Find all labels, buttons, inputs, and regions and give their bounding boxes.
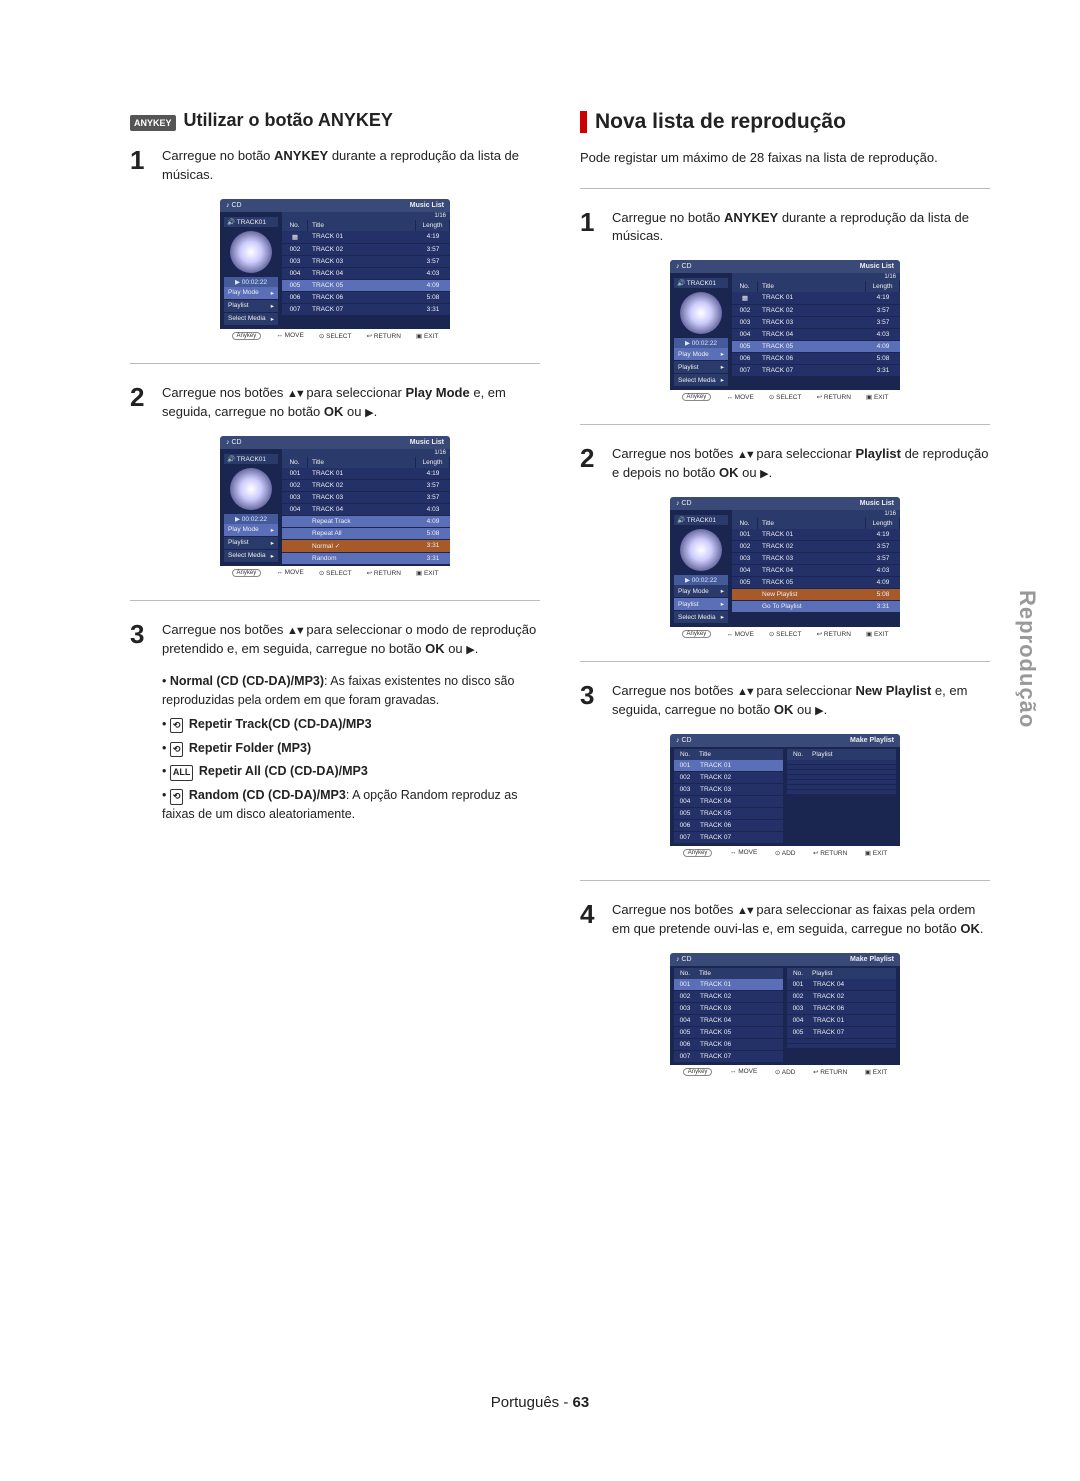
- figure-right-2: ♪ CDMusic List 🔊 TRACK01 ▶ 00:02:22 Play…: [670, 497, 900, 641]
- bullet-repeat-all: • ALL Repetir All (CD (CD-DA)/MP3: [162, 762, 540, 781]
- step-text: Carregue no botão ANYKEY durante a repro…: [162, 147, 540, 185]
- figure-right-1: ♪ CDMusic List 🔊 TRACK01 ▶ 00:02:22 Play…: [670, 260, 900, 404]
- right-section-title: Nova lista de reprodução: [595, 110, 846, 134]
- step-text: Carregue nos botões ▲▼ para seleccionar …: [612, 682, 990, 720]
- play-icon: ▶: [760, 468, 768, 480]
- bullet-normal: • Normal (CD (CD-DA)/MP3): As faixas exi…: [162, 672, 540, 710]
- step-number: 3: [130, 621, 152, 659]
- step-number: 1: [130, 147, 152, 185]
- figure-left-2: ♪ CDMusic List 🔊 TRACK01 ▶ 00:02:22 Play…: [220, 436, 450, 580]
- updown-icon: ▲▼: [737, 449, 753, 461]
- page: ANYKEY Utilizar o botão ANYKEY 1 Carregu…: [0, 0, 1080, 1155]
- page-footer: Português - 63: [0, 1394, 1080, 1411]
- right-step-4: 4 Carregue nos botões ▲▼ para selecciona…: [580, 901, 990, 939]
- step-text: Carregue nos botões ▲▼ para seleccionar …: [162, 384, 540, 422]
- play-icon: ▶: [365, 407, 373, 419]
- bullet-repeat-folder: • ⟲ Repetir Folder (MP3): [162, 739, 540, 758]
- step-text: Carregue no botão ANYKEY durante a repro…: [612, 209, 990, 247]
- play-icon: ▶: [466, 644, 474, 656]
- right-step-3: 3 Carregue nos botões ▲▼ para selecciona…: [580, 682, 990, 720]
- left-section-header: ANYKEY Utilizar o botão ANYKEY: [130, 110, 540, 131]
- updown-icon: ▲▼: [287, 388, 303, 400]
- figure-left-1: ♪ CDMusic List 🔊 TRACK01 ▶ 00:02:22 Play…: [220, 199, 450, 343]
- step-text: Carregue nos botões ▲▼ para seleccionar …: [612, 445, 990, 483]
- play-icon: ▶: [815, 705, 823, 717]
- repeat-folder-icon: ⟲: [170, 742, 184, 758]
- anykey-badge: ANYKEY: [130, 115, 176, 131]
- intro-text: Pode registar um máximo de 28 faixas na …: [580, 148, 990, 168]
- red-bar-icon: [580, 111, 587, 133]
- figure-right-3: ♪ CDMake PlaylistNo.Title001TRACK 01002T…: [670, 734, 900, 860]
- repeat-all-icon: ALL: [170, 765, 194, 781]
- divider: [580, 424, 990, 425]
- left-column: ANYKEY Utilizar o botão ANYKEY 1 Carregu…: [130, 110, 540, 1095]
- divider: [580, 188, 990, 189]
- updown-icon: ▲▼: [287, 625, 303, 637]
- updown-icon: ▲▼: [737, 686, 753, 698]
- divider: [130, 600, 540, 601]
- divider: [580, 661, 990, 662]
- right-step-1: 1 Carregue no botão ANYKEY durante a rep…: [580, 209, 990, 247]
- random-icon: ⟲: [170, 789, 184, 805]
- step-number: 2: [580, 445, 602, 483]
- repeat-track-icon: ⟲: [170, 718, 184, 734]
- divider: [580, 880, 990, 881]
- side-tab: Reprodução: [1014, 590, 1040, 728]
- figure-right-4: ♪ CDMake PlaylistNo.Title001TRACK 01002T…: [670, 953, 900, 1079]
- left-step-1: 1 Carregue no botão ANYKEY durante a rep…: [130, 147, 540, 185]
- right-step-2: 2 Carregue nos botões ▲▼ para selecciona…: [580, 445, 990, 483]
- step-number: 2: [130, 384, 152, 422]
- step-number: 1: [580, 209, 602, 247]
- left-step-3: 3 Carregue nos botões ▲▼ para selecciona…: [130, 621, 540, 659]
- left-section-title: Utilizar o botão ANYKEY: [184, 110, 393, 131]
- bullet-repeat-track: • ⟲ Repetir Track(CD (CD-DA)/MP3: [162, 715, 540, 734]
- right-section-header: Nova lista de reprodução: [580, 110, 990, 134]
- step-text: Carregue nos botões ▲▼ para seleccionar …: [612, 901, 990, 939]
- updown-icon: ▲▼: [737, 905, 753, 917]
- right-column: Nova lista de reprodução Pode registar u…: [580, 110, 990, 1095]
- step-number: 4: [580, 901, 602, 939]
- mode-bullet-list: • Normal (CD (CD-DA)/MP3): As faixas exi…: [162, 672, 540, 823]
- bullet-random: • ⟲ Random (CD (CD-DA)/MP3: A opção Rand…: [162, 786, 540, 824]
- left-step-2: 2 Carregue nos botões ▲▼ para selecciona…: [130, 384, 540, 422]
- divider: [130, 363, 540, 364]
- step-number: 3: [580, 682, 602, 720]
- step-text: Carregue nos botões ▲▼ para seleccionar …: [162, 621, 540, 659]
